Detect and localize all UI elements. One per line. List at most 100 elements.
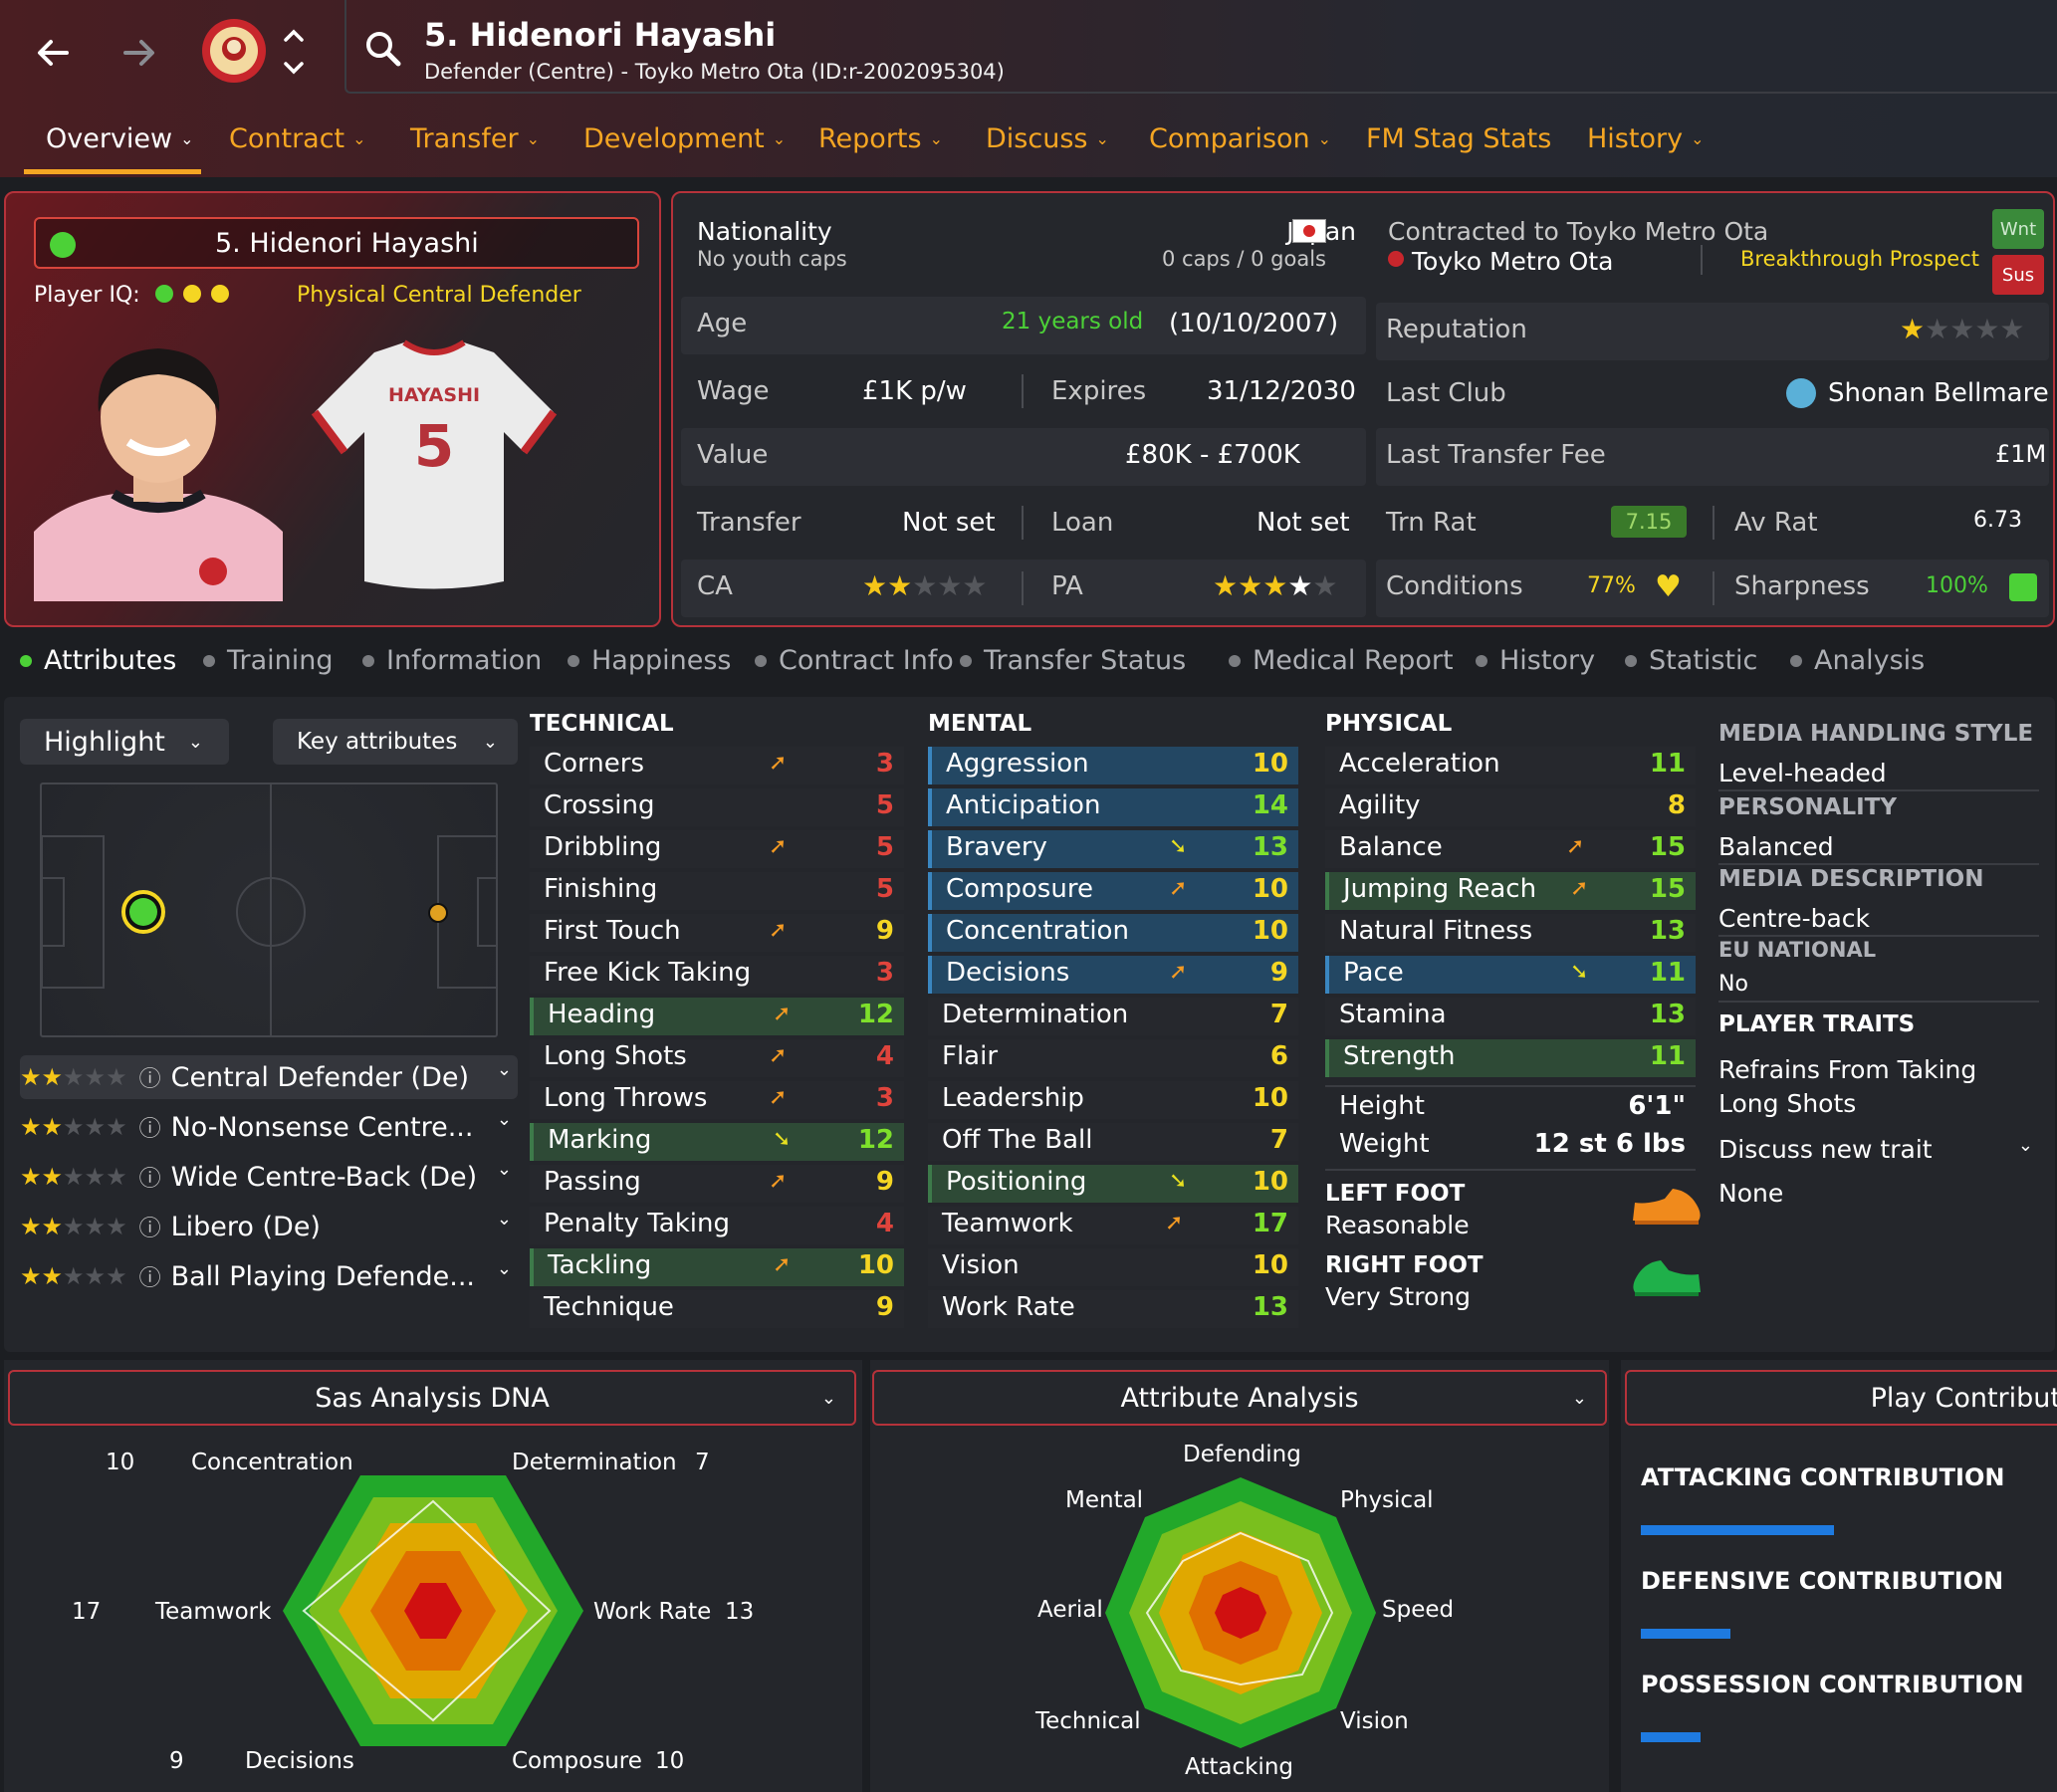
attribute-row[interactable]: Work Rate 13 — [928, 1290, 1298, 1328]
attribute-row[interactable]: Dribbling ➚ 5 — [530, 830, 904, 868]
forward-arrow-icon[interactable] — [114, 28, 164, 78]
chevron-down-icon[interactable]: ⌄ — [496, 1159, 512, 1180]
key-attributes-dropdown[interactable]: Key attributes ⌄ — [273, 719, 518, 765]
play-contribution-dropdown[interactable]: Play Contribut — [1625, 1370, 2057, 1426]
attribute-analysis-dropdown[interactable]: Attribute Analysis ⌄ — [872, 1370, 1607, 1426]
attribute-row[interactable]: Decisions ➚ 9 — [928, 956, 1298, 994]
attribute-row[interactable]: Teamwork ➚ 17 — [928, 1207, 1298, 1244]
subtab-analysis[interactable]: Analysis — [1790, 645, 1925, 676]
info-icon[interactable]: ⓘ — [138, 1266, 161, 1291]
tab-transfer[interactable]: Transfer ⌄ — [410, 123, 540, 154]
attribute-row[interactable]: Leadership 10 — [928, 1081, 1298, 1119]
club-name[interactable]: Toyko Metro Ota — [1412, 247, 1614, 276]
subtab-information[interactable]: Information — [362, 645, 542, 676]
player-switch-chevrons-icon[interactable] — [279, 22, 309, 82]
suspended-badge[interactable]: Sus — [1992, 255, 2044, 295]
role-item[interactable]: ★★★★★ ⓘ Libero (De) ⌄ — [20, 1205, 518, 1248]
chevron-down-icon[interactable]: ⌄ — [496, 1258, 512, 1279]
attribute-row[interactable]: Corners ➚ 3 — [530, 747, 904, 784]
back-arrow-icon[interactable] — [28, 28, 78, 78]
tab-contract[interactable]: Contract ⌄ — [229, 123, 366, 154]
attribute-row[interactable]: Passing ➚ 9 — [530, 1165, 904, 1203]
chevron-down-icon: ⌄ — [820, 1387, 836, 1409]
attribute-row[interactable]: Acceleration 11 — [1325, 747, 1696, 784]
subtab-transfer-status[interactable]: Transfer Status — [960, 645, 1186, 676]
info-icon[interactable]: ⓘ — [138, 1117, 161, 1142]
tab-reports[interactable]: Reports ⌄ — [818, 123, 943, 154]
info-icon[interactable]: ⓘ — [138, 1217, 161, 1241]
info-icon[interactable]: ⓘ — [138, 1167, 161, 1192]
chevron-down-icon[interactable]: ⌄ — [496, 1209, 512, 1230]
subtab-training[interactable]: Training — [203, 645, 334, 676]
attribute-row[interactable]: Balance ➚ 15 — [1325, 830, 1696, 868]
role-item[interactable]: ★★★★★ ⓘ Ball Playing Defende... ⌄ — [20, 1254, 518, 1298]
search-icon[interactable] — [360, 26, 406, 72]
conditions-value: 77% — [1587, 573, 1636, 598]
attribute-row[interactable]: Concentration 10 — [928, 914, 1298, 952]
attribute-row[interactable]: Composure ➚ 10 — [928, 872, 1298, 910]
attribute-row[interactable]: Off The Ball 7 — [928, 1123, 1298, 1161]
attribute-row[interactable]: Long Shots ➚ 4 — [530, 1039, 904, 1077]
attribute-row[interactable]: Technique 9 — [530, 1290, 904, 1328]
chevron-down-icon[interactable]: ⌄ — [496, 1059, 512, 1080]
role-item[interactable]: ★★★★★ ⓘ Central Defender (De) ⌄ — [20, 1055, 518, 1099]
tab-label: FM Stag Stats — [1366, 123, 1552, 154]
chevron-down-icon: ⌄ — [1571, 1387, 1587, 1409]
subtab-attributes[interactable]: Attributes — [20, 645, 176, 676]
club-badge-icon[interactable] — [199, 16, 269, 86]
attribute-row[interactable]: Jumping Reach ➚ 15 — [1325, 872, 1696, 910]
attribute-row[interactable]: Natural Fitness 13 — [1325, 914, 1696, 952]
attribute-name: Crossing — [544, 790, 655, 820]
attribute-row[interactable]: Vision 10 — [928, 1248, 1298, 1286]
chevron-down-icon[interactable]: ⌄ — [496, 1109, 512, 1130]
attribute-row[interactable]: Finishing 5 — [530, 872, 904, 910]
sharpness-label: Sharpness — [1734, 571, 1870, 601]
attribute-row[interactable]: Agility 8 — [1325, 788, 1696, 826]
wanted-badge[interactable]: Wnt — [1992, 209, 2044, 249]
attribute-row[interactable]: Marking ➘ 12 — [530, 1123, 904, 1161]
subtab-contract-info[interactable]: Contract Info — [755, 645, 954, 676]
tab-label: Comparison — [1149, 123, 1310, 154]
youth-caps: No youth caps — [697, 247, 847, 271]
info-icon[interactable]: ⓘ — [138, 1067, 161, 1092]
attribute-row[interactable]: Determination 7 — [928, 998, 1298, 1035]
attribute-row[interactable]: Free Kick Taking 3 — [530, 956, 904, 994]
subtab-history[interactable]: History — [1476, 645, 1595, 676]
subtab-happiness[interactable]: Happiness — [568, 645, 731, 676]
subtab-statistic[interactable]: Statistic — [1625, 645, 1757, 676]
attribute-row[interactable]: Tackling ➚ 10 — [530, 1248, 904, 1286]
attribute-row[interactable]: First Touch ➚ 9 — [530, 914, 904, 952]
tab-discuss[interactable]: Discuss ⌄ — [986, 123, 1109, 154]
attribute-row[interactable]: Long Throws ➚ 3 — [530, 1081, 904, 1119]
attribute-row[interactable]: Bravery ➘ 13 — [928, 830, 1298, 868]
tab-development[interactable]: Development ⌄ — [583, 123, 786, 154]
tab-overview[interactable]: Overview ⌄ — [46, 123, 194, 154]
subtab-label: Happiness — [591, 645, 732, 676]
highlight-dropdown[interactable]: Highlight ⌄ — [20, 719, 229, 765]
attribute-row[interactable]: Heading ➚ 12 — [530, 998, 904, 1035]
attribute-row[interactable]: Penalty Taking 4 — [530, 1207, 904, 1244]
dna-determination-value: 7 — [695, 1450, 710, 1475]
caps: 0 caps / 0 goals — [1161, 247, 1326, 271]
attribute-row[interactable]: Positioning ➘ 10 — [928, 1165, 1298, 1203]
attribute-row[interactable]: Pace ➘ 11 — [1325, 956, 1696, 994]
attribute-row[interactable]: Anticipation 14 — [928, 788, 1298, 826]
role-item[interactable]: ★★★★★ ⓘ No-Nonsense Centre... ⌄ — [20, 1105, 518, 1149]
role-item[interactable]: ★★★★★ ⓘ Wide Centre-Back (De) ⌄ — [20, 1155, 518, 1199]
attribute-row[interactable]: Stamina 13 — [1325, 998, 1696, 1035]
attribute-row[interactable]: Strength 11 — [1325, 1039, 1696, 1077]
last-club-value[interactable]: Shonan Bellmare — [1828, 378, 2049, 408]
tab-comparison[interactable]: Comparison ⌄ — [1149, 123, 1331, 154]
tab-fm-stag-stats[interactable]: FM Stag Stats — [1366, 123, 1551, 154]
attribute-value: 6 — [1269, 1041, 1288, 1071]
subtab-medical-report[interactable]: Medical Report — [1229, 645, 1454, 676]
attribute-row[interactable]: Flair 6 — [928, 1039, 1298, 1077]
discuss-trait-dropdown[interactable]: Discuss new trait ⌄ — [1718, 1135, 2037, 1169]
tab-history[interactable]: History ⌄ — [1587, 123, 1704, 154]
dna-concentration-label: Concentration — [191, 1450, 353, 1475]
attribute-value: 17 — [1252, 1209, 1288, 1238]
dna-dropdown[interactable]: Sas Analysis DNA ⌄ — [8, 1370, 856, 1426]
divider — [1325, 1169, 1696, 1171]
attribute-row[interactable]: Crossing 5 — [530, 788, 904, 826]
attribute-row[interactable]: Aggression 10 — [928, 747, 1298, 784]
